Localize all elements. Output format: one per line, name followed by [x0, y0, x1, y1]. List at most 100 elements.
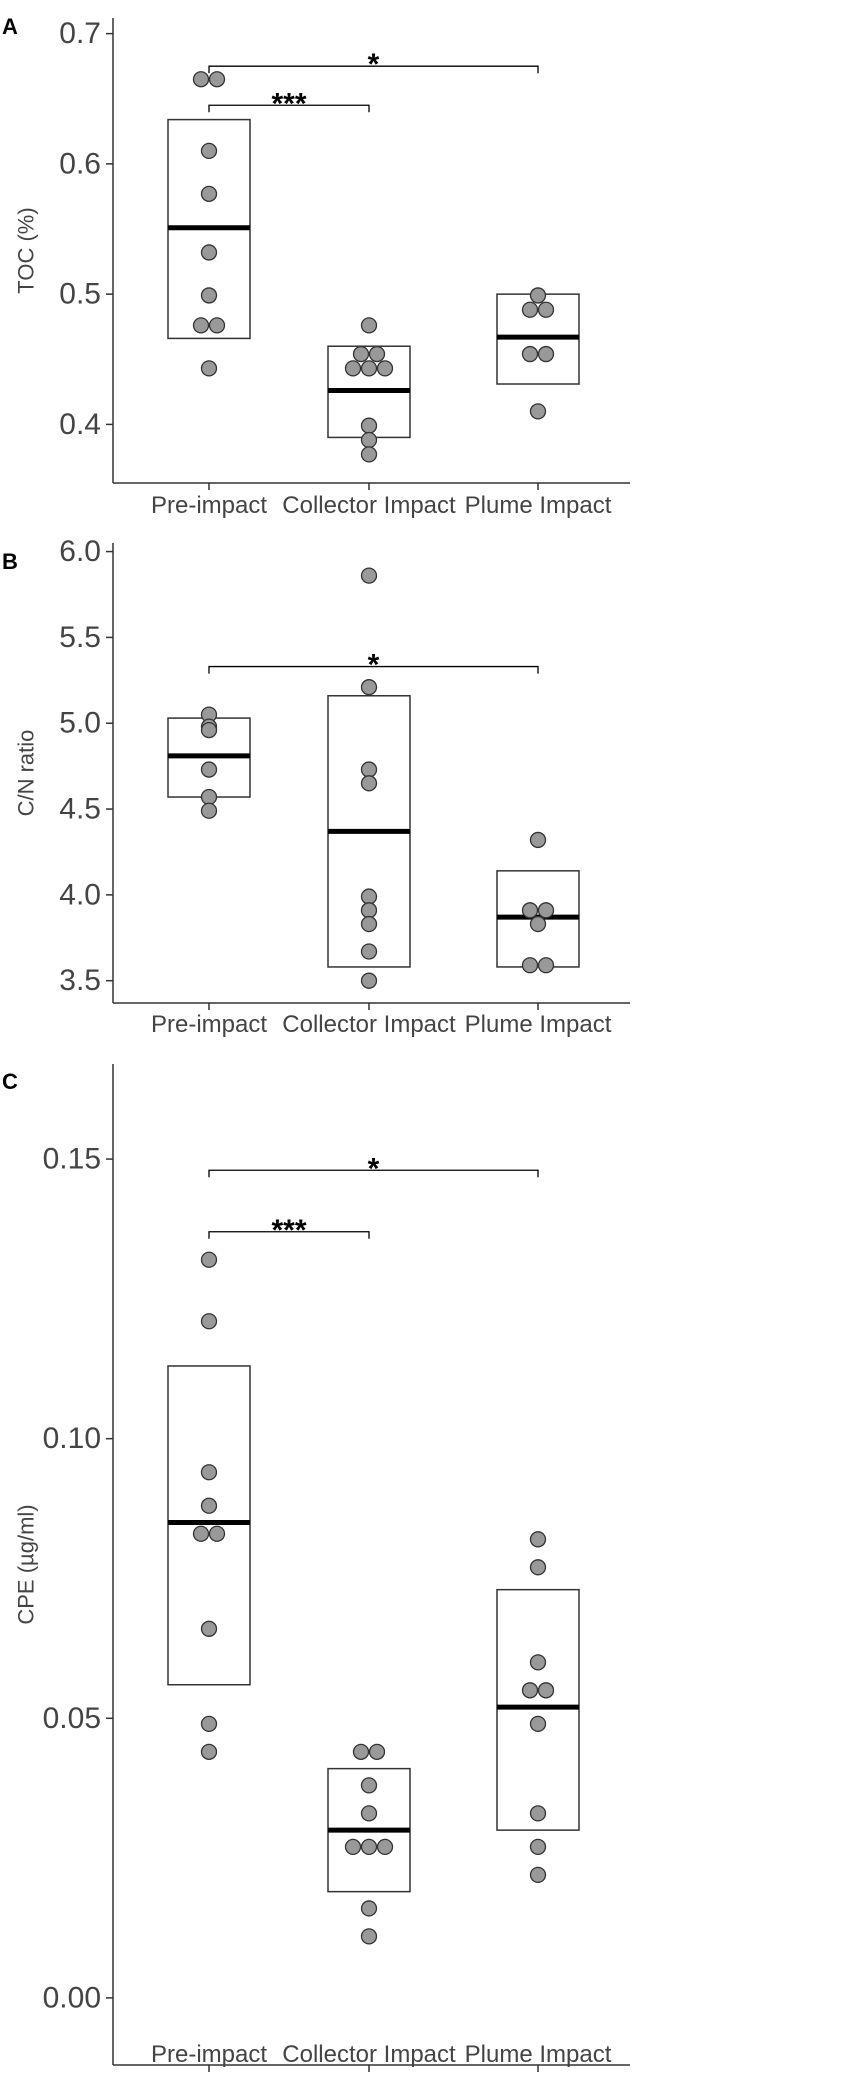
data-point — [200, 244, 218, 261]
panel-a: A 0.4 0.5 0.6 0.7 TOC (%) Pre-impact Collector … — [2, 14, 630, 519]
data-point — [360, 431, 378, 449]
x-category-label: Plume Impact — [465, 2041, 612, 2068]
data-point — [537, 1682, 555, 1699]
data-point — [529, 915, 547, 933]
data-point — [352, 345, 370, 363]
data-point — [537, 301, 555, 318]
data-point — [344, 1838, 362, 1856]
data-point — [360, 1777, 378, 1794]
panel-letter: A — [2, 14, 18, 39]
x-category-label: Collector Impact — [282, 492, 456, 519]
y-tick-label: 5.5 — [59, 621, 101, 654]
data-point — [376, 1838, 394, 1856]
data-point — [200, 185, 218, 202]
data-point — [200, 1251, 218, 1268]
data-point — [200, 287, 218, 304]
data-point — [368, 345, 386, 363]
data-point — [529, 1866, 547, 1884]
y-tick-label: 6.0 — [59, 535, 101, 568]
x-category-label: Pre-impact — [151, 2041, 267, 2068]
data-point — [521, 957, 539, 974]
y-axis-title: CPE (µg/ml) — [14, 1504, 39, 1624]
data-point — [200, 788, 218, 806]
data-point — [360, 1928, 378, 1945]
data-point — [360, 915, 378, 933]
data-point — [376, 360, 394, 377]
data-point — [529, 287, 547, 304]
y-axis-title: C/N ratio — [14, 730, 39, 817]
panel-b: B 3.5 4.0 4.5 5.0 5.5 6.0 C/N ratio Pre-impact Co… — [2, 535, 630, 1038]
data-point — [529, 1805, 547, 1822]
data-point — [537, 345, 555, 363]
data-point — [360, 446, 378, 463]
data-point — [529, 1838, 547, 1856]
data-point — [360, 567, 378, 584]
x-category-label: Pre-impact — [151, 492, 267, 519]
data-point — [352, 1743, 370, 1760]
y-axis-title: TOC (%) — [14, 207, 39, 293]
data-point — [200, 1464, 218, 1481]
data-point — [537, 957, 555, 974]
x-category-label: Collector Impact — [282, 2041, 456, 2068]
y-tick-label: 0.7 — [59, 17, 101, 50]
data-point — [200, 1715, 218, 1733]
data-point — [521, 345, 539, 363]
data-point — [200, 1620, 218, 1637]
data-point — [537, 902, 555, 919]
y-tick-label: 5.0 — [59, 707, 101, 740]
data-point — [360, 679, 378, 696]
y-tick-label: 0.15 — [43, 1143, 101, 1176]
data-point — [208, 317, 226, 334]
significance-label: *** — [271, 87, 306, 120]
y-tick-label: 0.6 — [59, 147, 101, 180]
data-point — [529, 1654, 547, 1671]
significance-bracket — [208, 104, 370, 113]
data-point — [360, 902, 378, 919]
y-tick-label: 3.5 — [59, 964, 101, 997]
data-point — [200, 1743, 218, 1760]
data-point — [200, 142, 218, 160]
data-point — [529, 831, 547, 849]
data-point — [529, 1715, 547, 1733]
box — [496, 1588, 580, 1831]
x-category-label: Plume Impact — [465, 1011, 612, 1038]
significance-bracket — [208, 1169, 539, 1178]
data-point — [200, 360, 218, 377]
data-point — [200, 761, 218, 778]
x-category-label: Plume Impact — [465, 492, 612, 519]
data-point — [360, 360, 378, 377]
significance-label: * — [368, 48, 380, 81]
y-tick-label: 0.05 — [43, 1702, 101, 1735]
significance-label: * — [368, 1152, 380, 1185]
data-point — [192, 317, 210, 334]
data-point — [200, 802, 218, 819]
data-point — [529, 403, 547, 420]
data-point — [360, 943, 378, 960]
significance-label: * — [368, 649, 380, 682]
significance-label: *** — [271, 1214, 306, 1247]
significance-bracket — [208, 1231, 370, 1239]
panel-c: C 0.00 0.05 0.10 0.15 CPE (µg/ml) Pre-impact Co… — [2, 1064, 630, 2072]
y-tick-label: 4.5 — [59, 793, 101, 826]
panel-letter: C — [2, 1069, 18, 1094]
y-tick-label: 0.10 — [43, 1422, 101, 1455]
box — [167, 1365, 251, 1686]
y-tick-label: 0.00 — [43, 1981, 101, 2014]
data-point — [344, 360, 362, 377]
data-point — [208, 71, 226, 88]
data-point — [360, 775, 378, 792]
data-point — [360, 888, 378, 905]
data-point — [529, 1559, 547, 1576]
x-category-label: Collector Impact — [282, 1011, 456, 1038]
y-tick-label: 0.5 — [59, 278, 101, 311]
data-point — [200, 721, 218, 739]
data-point — [529, 1531, 547, 1548]
data-point — [360, 417, 378, 434]
data-point — [521, 1682, 539, 1699]
data-point — [192, 1525, 210, 1542]
data-point — [192, 71, 210, 88]
y-tick-label: 0.4 — [59, 408, 101, 441]
data-point — [521, 301, 539, 318]
y-tick-label: 4.0 — [59, 878, 101, 911]
